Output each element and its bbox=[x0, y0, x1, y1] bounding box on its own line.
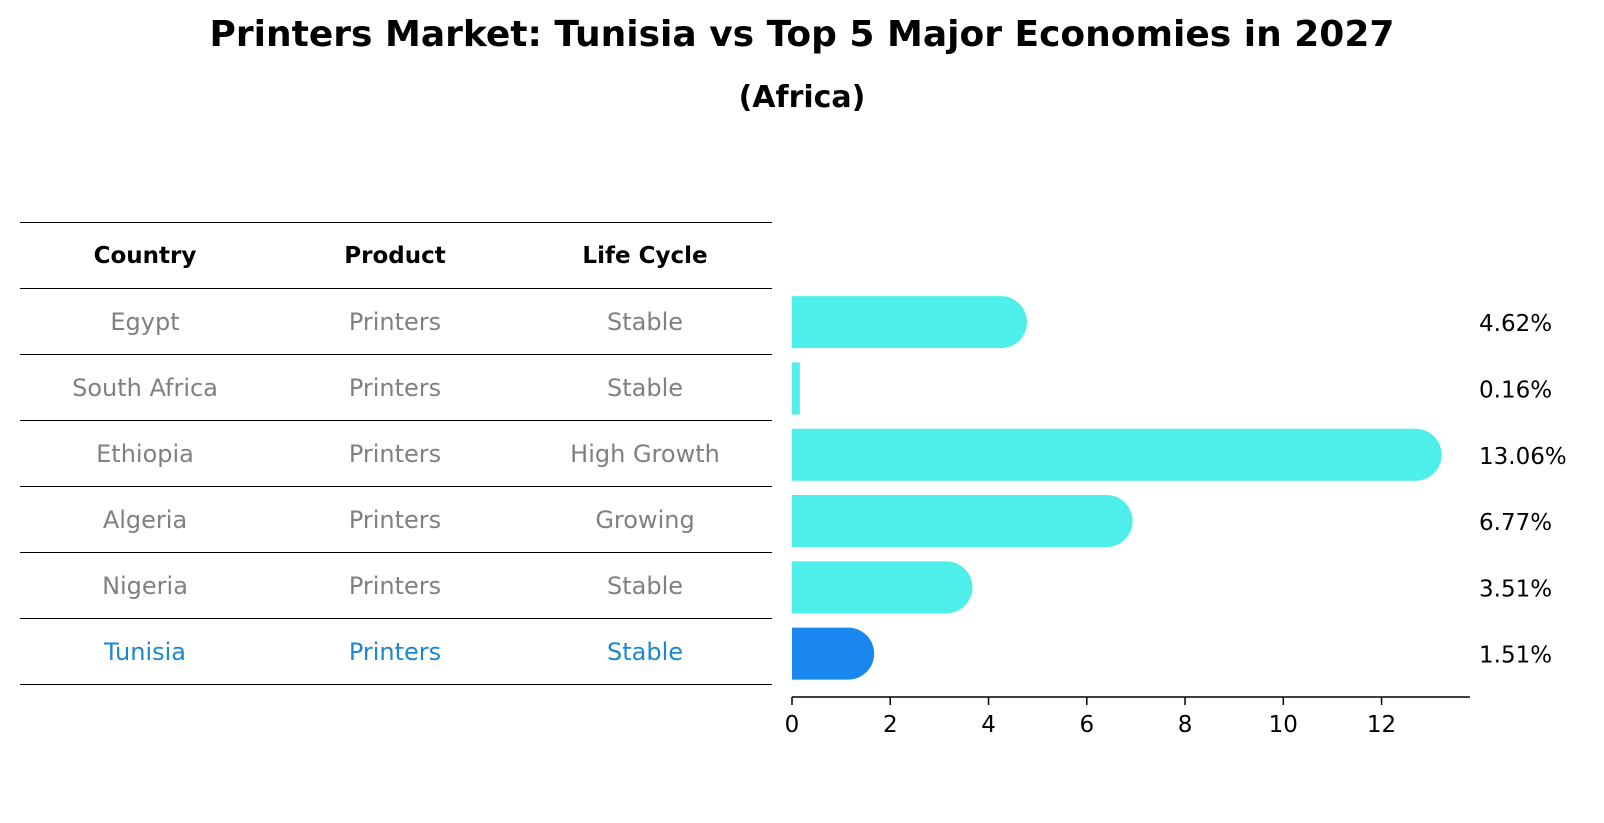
cell-country: Algeria bbox=[102, 505, 188, 534]
table-row: Egypt Printers Stable bbox=[20, 288, 772, 354]
table-row: South Africa Printers Stable bbox=[20, 354, 772, 420]
bar-south-africa bbox=[792, 362, 800, 415]
cell-product: Printers bbox=[348, 505, 442, 534]
cell-life-cycle: Growing bbox=[595, 505, 695, 534]
cell-product: Printers bbox=[348, 571, 442, 600]
cell-country: South Africa bbox=[72, 373, 218, 402]
cell-life-cycle: Stable bbox=[606, 373, 684, 402]
cell-life-cycle: Stable bbox=[606, 637, 684, 666]
x-tick-label: 4 bbox=[981, 712, 996, 738]
cell-product: Printers bbox=[348, 307, 442, 336]
header-country: Country bbox=[93, 242, 197, 269]
bar-value-label: 13.06% bbox=[1479, 444, 1567, 470]
bar-tunisia bbox=[792, 627, 875, 680]
x-tick-label: 8 bbox=[1178, 712, 1193, 738]
bar-algeria bbox=[792, 495, 1133, 548]
bar-egypt bbox=[792, 296, 1027, 349]
cell-life-cycle: Stable bbox=[606, 307, 684, 336]
x-tick-label: 2 bbox=[883, 712, 898, 738]
header-product: Product bbox=[344, 242, 446, 269]
bar-value-label: 3.51% bbox=[1479, 576, 1552, 602]
table-row: Nigeria Printers Stable bbox=[20, 552, 772, 618]
country-table: Country Product Life Cycle Egypt Printer… bbox=[20, 222, 772, 685]
cell-life-cycle: High Growth bbox=[570, 439, 720, 468]
table-row-highlighted: Tunisia Printers Stable bbox=[20, 618, 772, 685]
bar-nigeria bbox=[792, 561, 973, 614]
header-life-cycle: Life Cycle bbox=[582, 242, 708, 269]
cell-product: Printers bbox=[348, 637, 442, 666]
chart-title: Printers Market: Tunisia vs Top 5 Major … bbox=[209, 14, 1395, 55]
table-header-row: Country Product Life Cycle bbox=[20, 222, 772, 288]
bar-value-label: 0.16% bbox=[1479, 377, 1552, 403]
x-tick-label: 10 bbox=[1269, 712, 1298, 738]
x-tick-label: 6 bbox=[1079, 712, 1094, 738]
cell-product: Printers bbox=[348, 439, 442, 468]
bar-ethiopia bbox=[792, 428, 1442, 481]
x-tick-label: 12 bbox=[1367, 712, 1396, 738]
cell-life-cycle: Stable bbox=[606, 571, 684, 600]
table-row: Algeria Printers Growing bbox=[20, 486, 772, 552]
cell-country: Nigeria bbox=[102, 571, 188, 600]
bar-value-label: 6.77% bbox=[1479, 510, 1552, 536]
chart-subtitle: (Africa) bbox=[738, 80, 866, 115]
cell-country: Tunisia bbox=[104, 637, 186, 666]
bar-value-label: 1.51% bbox=[1479, 643, 1552, 669]
cell-country: Ethiopia bbox=[96, 439, 194, 468]
table-row: Ethiopia Printers High Growth bbox=[20, 420, 772, 486]
cell-country: Egypt bbox=[110, 307, 180, 336]
bar-value-label: 4.62% bbox=[1479, 311, 1552, 337]
cell-product: Printers bbox=[348, 373, 442, 402]
x-tick-label: 0 bbox=[785, 712, 800, 738]
